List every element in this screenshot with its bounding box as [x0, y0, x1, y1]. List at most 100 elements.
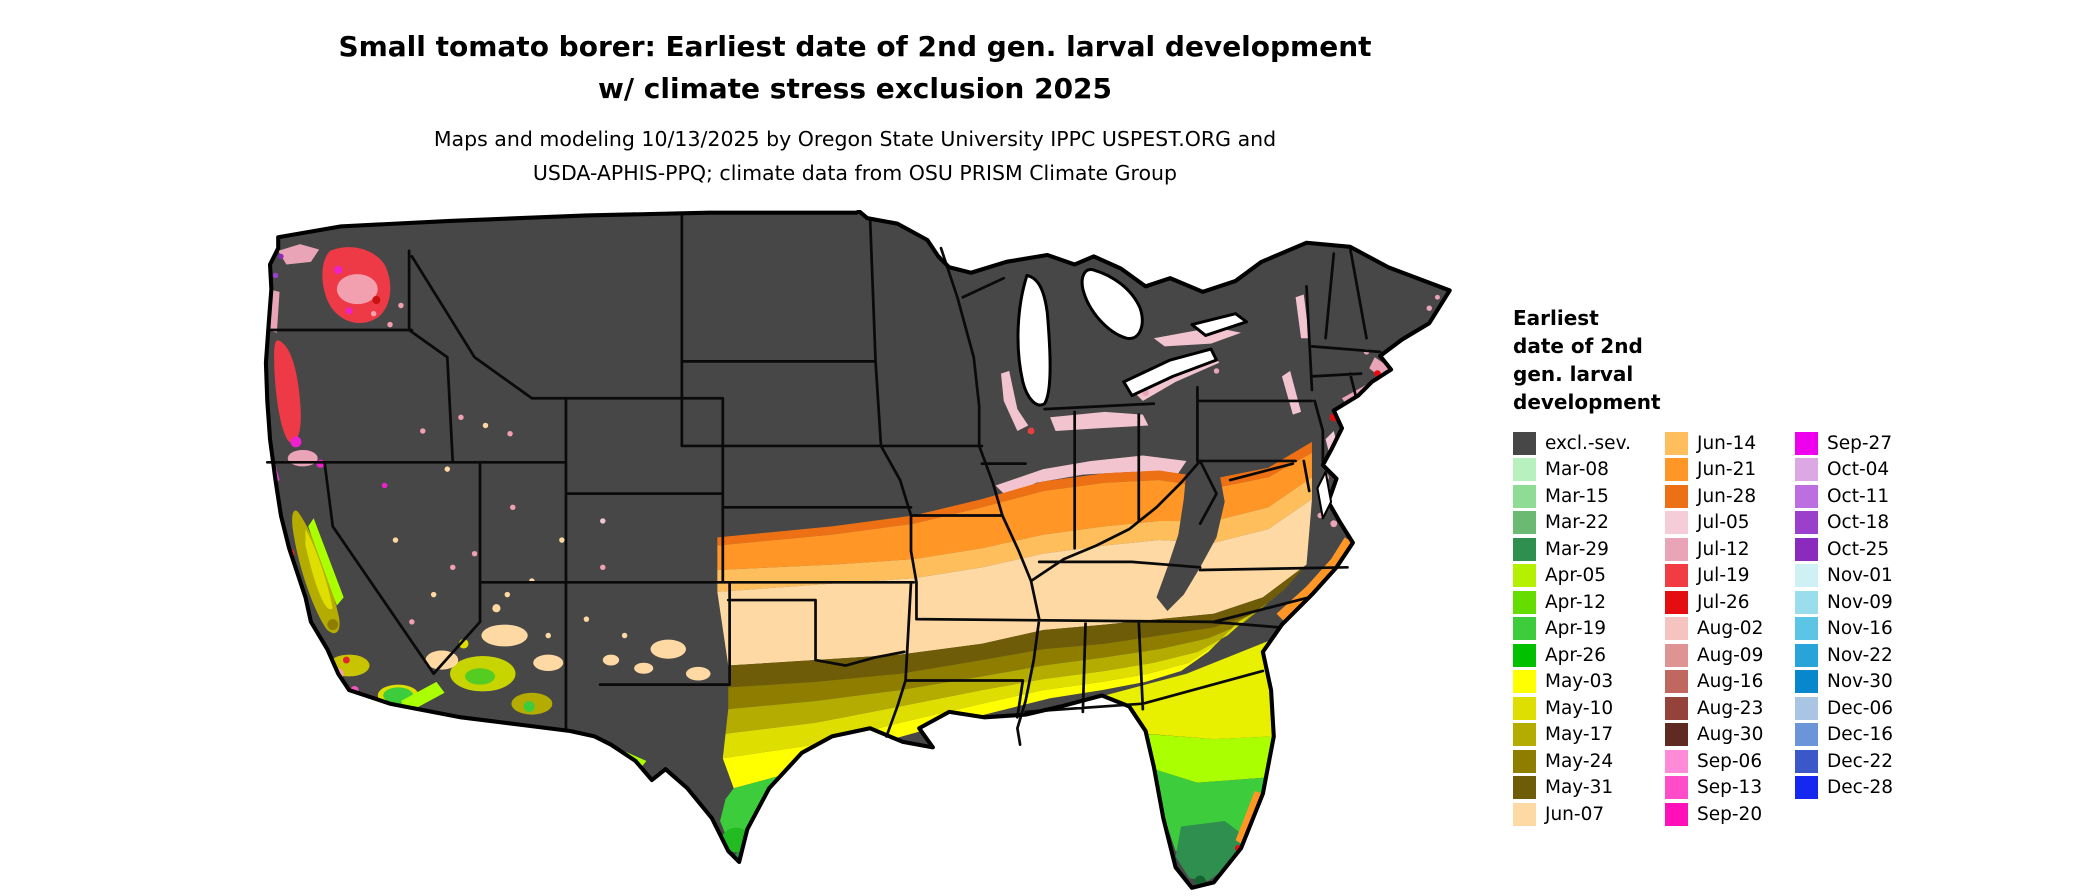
legend-label: Aug-30 [1697, 724, 1764, 746]
region-appalachia-gray [1156, 447, 1225, 611]
map-state-borders [265, 211, 1382, 746]
lake-huron [1080, 268, 1144, 340]
legend-label: Mar-08 [1545, 459, 1609, 481]
legend-swatch [1665, 484, 1688, 508]
legend-entry: Jun-28 [1665, 483, 1795, 510]
region-miami-fringe [1235, 790, 1263, 846]
legend-label: Jul-05 [1697, 512, 1750, 534]
legend-swatch [1665, 564, 1688, 588]
legend-swatch [1795, 749, 1818, 773]
legend-swatch [1795, 537, 1818, 561]
hampton-dot [1330, 520, 1338, 528]
map-colored-regions [265, 244, 1440, 888]
legend-entry: Mar-22 [1513, 510, 1665, 537]
region-may17-band [725, 602, 1269, 734]
legend-entry: May-10 [1513, 695, 1665, 722]
region-may31-band [728, 564, 1307, 688]
legend-entry: Sep-20 [1665, 801, 1795, 828]
region-champlain [1295, 294, 1310, 339]
legend-entry: Sep-13 [1665, 775, 1795, 802]
map-outline [263, 210, 1452, 890]
legend-title-line: Earliest [1513, 306, 1599, 330]
region-olympic-coast [278, 244, 320, 265]
legend-entry: Sep-27 [1795, 430, 1927, 457]
legend-swatch [1795, 643, 1818, 667]
legend-entry: Jul-05 [1665, 510, 1795, 537]
legend-swatch [1513, 511, 1536, 535]
legend-entry: Jun-21 [1665, 457, 1795, 484]
legend-entry: Oct-18 [1795, 510, 1927, 537]
legend-entry: Jul-19 [1665, 563, 1795, 590]
la-red [342, 656, 350, 664]
legend-swatch [1795, 564, 1818, 588]
nm-peach2 [685, 666, 711, 681]
legend-label: Mar-29 [1545, 538, 1609, 560]
legend-swatch [1665, 458, 1688, 482]
legend-label: Aug-23 [1697, 697, 1764, 719]
legend-label: Jul-19 [1697, 565, 1750, 587]
legend-entry: May-31 [1513, 775, 1665, 802]
lake-ontario [1190, 312, 1249, 337]
legend-swatch [1665, 617, 1688, 641]
legend-swatch [1513, 696, 1536, 720]
rio-dot [694, 809, 702, 817]
chicago-dot [1027, 427, 1035, 435]
region-florida-darkgreen [1175, 820, 1247, 881]
legend-swatch [1795, 696, 1818, 720]
region-may10-band [722, 613, 1252, 759]
legend-label: excl.-sev. [1545, 432, 1631, 454]
legend-swatch [1665, 802, 1688, 826]
chesapeake-bay [1316, 470, 1333, 520]
legend-entry: Apr-19 [1513, 616, 1665, 643]
legend-entry: Oct-11 [1795, 483, 1927, 510]
legend-swatch [1513, 802, 1536, 826]
legend-swatch [1665, 696, 1688, 720]
legend-label: Oct-11 [1827, 485, 1890, 507]
region-big-bend-gray [653, 721, 722, 774]
legend-entry: Apr-26 [1513, 642, 1665, 669]
legend-label: May-17 [1545, 724, 1614, 746]
us-map-figure [259, 210, 1473, 896]
legend-entry: Aug-23 [1665, 695, 1795, 722]
legend-entry: Nov-09 [1795, 589, 1927, 616]
region-hudson [1281, 370, 1302, 415]
legend-label: Apr-19 [1545, 618, 1607, 640]
legend-entry: Apr-12 [1513, 589, 1665, 616]
ca-pink-dot [315, 645, 324, 654]
legend-label: Mar-15 [1545, 485, 1609, 507]
legend-swatch [1513, 776, 1536, 800]
legend-label: Dec-28 [1827, 777, 1894, 799]
puget-pink [336, 274, 378, 305]
legend-entry: May-24 [1513, 748, 1665, 775]
puget-red [372, 295, 381, 305]
page-title: Small tomato borer: Earliest date of 2nd… [0, 26, 1710, 110]
legend-entry: Mar-08 [1513, 457, 1665, 484]
legend-swatch [1665, 590, 1688, 614]
region-florida-chartreuse [1142, 733, 1274, 783]
legend-label: Aug-09 [1697, 644, 1764, 666]
legend-label: Jul-26 [1697, 591, 1750, 613]
page-title-line1: Small tomato borer: Earliest date of 2nd… [338, 30, 1372, 63]
region-may24-band [728, 589, 1285, 710]
legend-swatch [1795, 590, 1818, 614]
legend-swatch [1665, 670, 1688, 694]
legend-label: Jun-21 [1697, 459, 1757, 481]
legend-label: Jun-14 [1697, 432, 1757, 454]
page-subtitle-line1: Maps and modeling 10/13/2025 by Oregon S… [433, 127, 1277, 151]
legend-swatch [1513, 670, 1536, 694]
legend-label: May-31 [1545, 777, 1614, 799]
region-willamette [274, 340, 301, 443]
legend-swatch [1665, 537, 1688, 561]
legend-swatch [1513, 431, 1536, 455]
legend-entry: Nov-22 [1795, 642, 1927, 669]
map-speckles [370, 302, 628, 639]
maine-dot [1434, 294, 1440, 300]
legend-entry: Apr-05 [1513, 563, 1665, 590]
legend-label: Nov-09 [1827, 591, 1893, 613]
legend-column-2: Jun-14 Jun-21 Jun-28 Jul-05 Jul-12 Jul-19 Jul-… [1665, 430, 1795, 828]
legend-entry: Aug-30 [1665, 722, 1795, 749]
legend-label: Jun-28 [1697, 485, 1757, 507]
region-jun14-band [717, 477, 1312, 592]
legend-title-line: development [1513, 390, 1661, 414]
